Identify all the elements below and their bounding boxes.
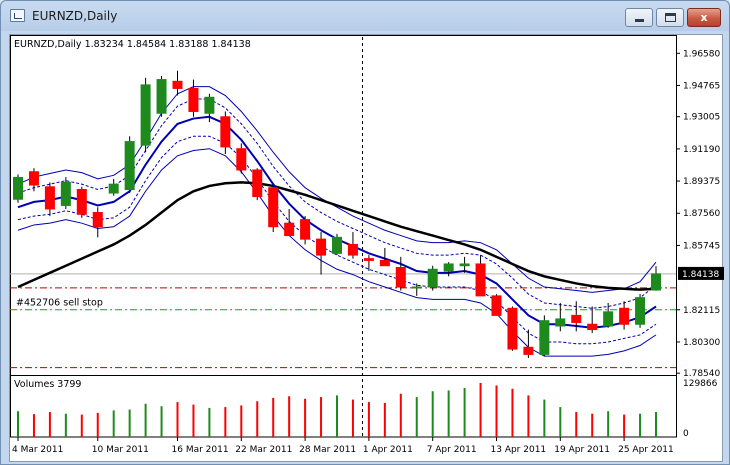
date-tick-label: 4 Mar 2011 [12, 445, 63, 455]
candle-body [44, 186, 55, 210]
price-tick-label: 1.89375 [683, 177, 720, 187]
date-tick-label: 1 Apr 2011 [363, 445, 413, 455]
candle-body [459, 263, 470, 267]
price-tick-label: 1.85745 [683, 241, 720, 251]
symbol-info-label: EURNZD,Daily 1.83234 1.84584 1.83188 1.8… [14, 39, 251, 50]
candle-body [411, 286, 422, 289]
candle-body [395, 267, 406, 288]
minimize-icon [635, 19, 644, 22]
candle-body [28, 171, 39, 186]
candle-body [539, 320, 550, 355]
price-tick-label: 1.96580 [683, 49, 720, 59]
candle-body [220, 116, 231, 148]
chart-area[interactable]: 1.96580 1.94765 1.93005 1.91190 1.89375 1.875… [9, 34, 724, 463]
candle-body [475, 263, 486, 297]
date-tick-label: 28 Mar 2011 [299, 445, 356, 455]
candle-body [523, 346, 534, 355]
candle-body [76, 188, 87, 215]
price-tick-label: 1.82115 [683, 306, 720, 316]
candle-body [140, 84, 151, 146]
minimize-button[interactable] [625, 8, 653, 27]
window-title: EURNZD,Daily [32, 9, 118, 23]
envelope-upper-line [17, 86, 657, 293]
candle-body [619, 307, 630, 325]
title-bar[interactable]: EURNZD,Daily x [1, 1, 729, 31]
candle-body [379, 259, 390, 267]
price-chart-svg[interactable]: 1.96580 1.94765 1.93005 1.91190 1.89375 1.875… [10, 35, 724, 463]
date-tick-label: 16 Mar 2011 [172, 445, 229, 455]
price-tick-label: 1.80300 [683, 338, 720, 348]
envelope-inner-lower-line [17, 135, 657, 345]
current-price-box [678, 266, 724, 280]
candle-body [555, 318, 566, 327]
date-tick-label: 22 Mar 2011 [235, 445, 292, 455]
candle-body [300, 219, 311, 240]
candle-body [60, 181, 71, 206]
date-tick-label: 13 Apr 2011 [491, 445, 547, 455]
candle-body [635, 297, 646, 325]
candle-body [252, 169, 263, 198]
price-tick-label: 1.78540 [683, 369, 720, 379]
candle-body [156, 79, 167, 114]
date-tick-label: 7 Apr 2011 [427, 445, 477, 455]
price-tick-label: 1.91190 [683, 145, 720, 155]
candle-body [316, 238, 327, 256]
candle-body [172, 80, 183, 89]
candle-body [571, 314, 582, 323]
candle-body [13, 176, 23, 200]
close-button[interactable]: x [687, 8, 721, 27]
price-tick-label: 1.87560 [683, 209, 720, 219]
candle-body [92, 212, 103, 228]
candle-body [332, 236, 342, 254]
volume-min-label: 0 [683, 429, 689, 439]
candle-body [587, 323, 598, 331]
candle-body [603, 311, 614, 327]
close-icon: x [700, 11, 708, 24]
price-tick-label: 1.93005 [683, 113, 720, 123]
price-tick-label: 1.94765 [683, 81, 720, 91]
candle-body [204, 96, 215, 114]
candle-body [347, 243, 358, 256]
candle-body [268, 187, 279, 228]
envelope-lower-line [17, 148, 657, 357]
candle-body [188, 87, 199, 112]
candle-body [443, 263, 454, 272]
candle-body [651, 273, 661, 291]
candle-body [124, 141, 135, 190]
candle-body [427, 268, 438, 288]
candle-body [284, 222, 295, 237]
maximize-icon [665, 13, 676, 22]
envelope-inner-upper-line [17, 98, 657, 309]
volume-title-label: Volumes 3799 [14, 379, 81, 390]
candle-body [507, 307, 518, 350]
fast-moving-average-line [17, 115, 657, 329]
volume-plot-border [10, 375, 677, 438]
volume-max-label: 129866 [683, 379, 718, 389]
slow-moving-average-line [17, 181, 657, 291]
chart-app-icon [10, 9, 25, 22]
date-tick-label: 10 Mar 2011 [92, 445, 149, 455]
date-tick-label: 25 Apr 2011 [618, 445, 674, 455]
candle-body [491, 295, 502, 316]
maximize-button[interactable] [656, 8, 684, 27]
candle-body [108, 183, 119, 194]
current-price-label: 1.84138 [682, 270, 719, 280]
order-label: #452706 sell stop [16, 298, 103, 309]
candle-body [363, 258, 374, 261]
date-tick-label: 19 Apr 2011 [554, 445, 610, 455]
candle-body [236, 148, 247, 171]
